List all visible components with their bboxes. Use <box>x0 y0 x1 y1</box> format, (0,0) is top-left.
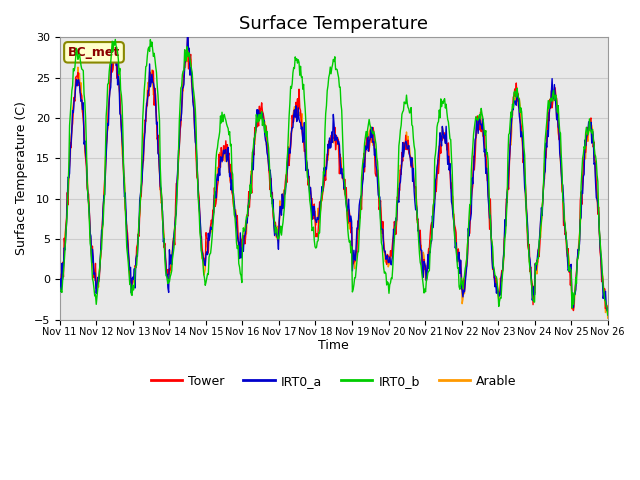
Text: BC_met: BC_met <box>68 46 120 59</box>
Title: Surface Temperature: Surface Temperature <box>239 15 428 33</box>
X-axis label: Time: Time <box>318 339 349 352</box>
Y-axis label: Surface Temperature (C): Surface Temperature (C) <box>15 102 28 255</box>
Legend: Tower, IRT0_a, IRT0_b, Arable: Tower, IRT0_a, IRT0_b, Arable <box>146 370 522 393</box>
